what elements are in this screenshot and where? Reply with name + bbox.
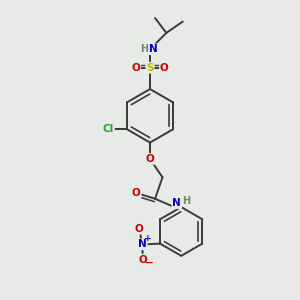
Text: O: O (160, 63, 169, 73)
Text: N: N (138, 239, 147, 249)
Text: O: O (139, 255, 147, 265)
Text: H: H (182, 196, 190, 206)
Text: O: O (135, 224, 144, 234)
Text: +: + (144, 234, 152, 243)
Text: −: − (145, 258, 154, 268)
Text: O: O (146, 154, 154, 164)
Text: Cl: Cl (103, 124, 114, 134)
Text: N: N (172, 198, 181, 208)
Text: O: O (131, 63, 140, 73)
Text: O: O (132, 188, 141, 198)
Text: H: H (140, 44, 148, 54)
Text: S: S (146, 63, 154, 73)
Text: N: N (149, 44, 158, 54)
